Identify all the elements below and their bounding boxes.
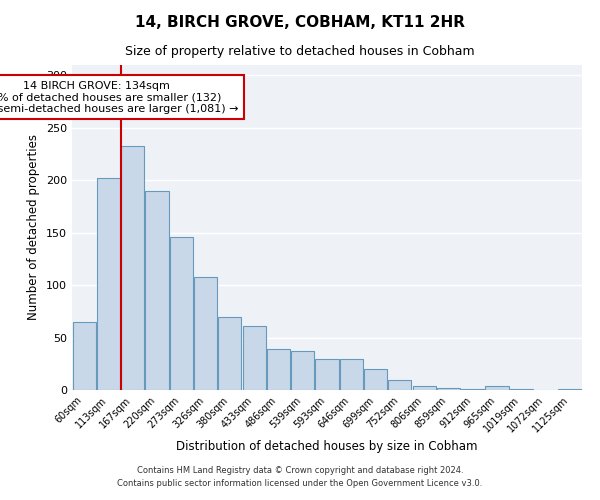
Y-axis label: Number of detached properties: Number of detached properties xyxy=(28,134,40,320)
Bar xyxy=(218,316,241,390)
Bar xyxy=(170,237,193,390)
Bar xyxy=(485,386,509,390)
Bar xyxy=(388,380,412,390)
Bar xyxy=(559,389,581,390)
Bar xyxy=(364,369,387,390)
Bar xyxy=(413,386,436,390)
Bar xyxy=(194,277,217,390)
Bar xyxy=(267,349,290,390)
Bar xyxy=(340,358,363,390)
Bar xyxy=(316,358,338,390)
Bar xyxy=(242,326,266,390)
Text: 14 BIRCH GROVE: 134sqm
← 11% of detached houses are smaller (132)
89% of semi-de: 14 BIRCH GROVE: 134sqm ← 11% of detached… xyxy=(0,80,238,114)
Text: Contains HM Land Registry data © Crown copyright and database right 2024.
Contai: Contains HM Land Registry data © Crown c… xyxy=(118,466,482,487)
Bar xyxy=(97,178,120,390)
Bar xyxy=(510,389,533,390)
Bar xyxy=(461,389,484,390)
Bar xyxy=(121,146,144,390)
Bar xyxy=(73,322,95,390)
Text: Size of property relative to detached houses in Cobham: Size of property relative to detached ho… xyxy=(125,45,475,58)
Bar xyxy=(437,388,460,390)
Bar xyxy=(145,191,169,390)
Bar xyxy=(291,351,314,390)
Text: 14, BIRCH GROVE, COBHAM, KT11 2HR: 14, BIRCH GROVE, COBHAM, KT11 2HR xyxy=(135,15,465,30)
X-axis label: Distribution of detached houses by size in Cobham: Distribution of detached houses by size … xyxy=(176,440,478,452)
